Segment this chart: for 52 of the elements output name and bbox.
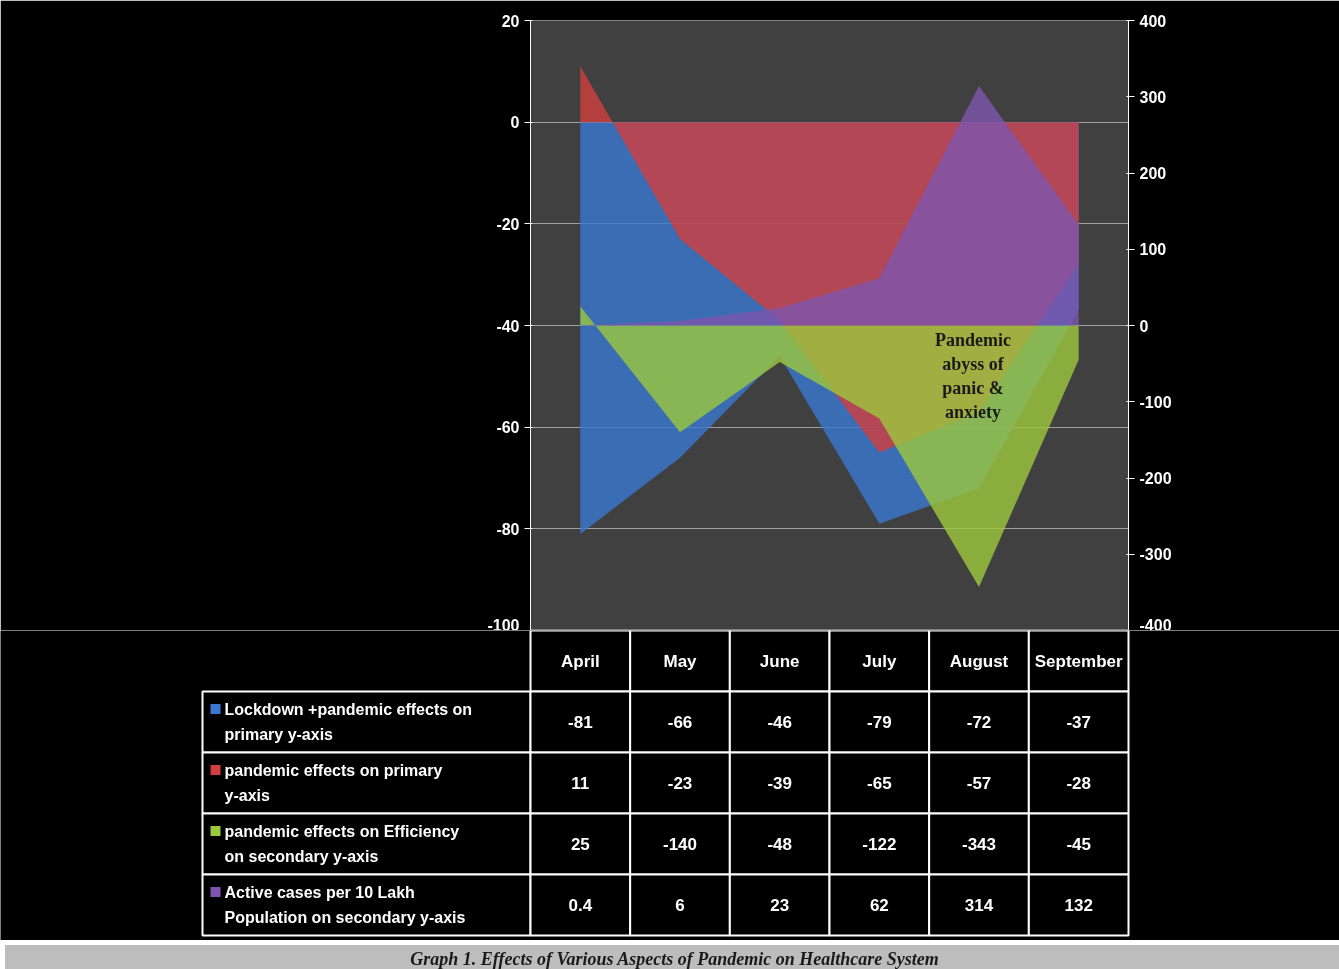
annotation: Pandemic abyss of panic & anxiety	[935, 330, 1012, 423]
data-label: 23	[770, 896, 790, 915]
y-tick-label: 20	[501, 12, 520, 30]
y2-tick-label: 200	[1139, 165, 1167, 182]
data-label: -48	[767, 835, 792, 854]
legend-label: pandemic effects on primary y-axis	[224, 761, 443, 805]
data-label: -79	[867, 713, 892, 732]
x-tick-label: April	[560, 651, 600, 671]
y-tick-label: -100	[487, 616, 520, 634]
data-label: -140	[662, 835, 698, 854]
data-label: -39	[767, 774, 792, 793]
y2-tick-label: 0	[1139, 317, 1149, 335]
y2-tick-label: -400	[1139, 616, 1172, 634]
data-label: -122	[862, 835, 897, 854]
x-tick-label: September	[1034, 651, 1123, 671]
data-label: -343	[961, 835, 997, 854]
y-tick-label: -40	[496, 317, 520, 335]
y2-tick-label: -300	[1139, 546, 1172, 564]
legend-label: Lockdown +pandemic effects on primary y-axis	[224, 700, 473, 744]
data-label: 25	[570, 835, 590, 854]
data-label: -23	[667, 774, 693, 793]
y-tick-label: -60	[496, 419, 520, 437]
data-label: -37	[1066, 713, 1091, 732]
data-label: -65	[867, 774, 892, 793]
legend-label: pandemic effects on Efficiency on secondary y-axis	[224, 822, 460, 866]
data-label: 62	[869, 896, 889, 915]
x-tick-label: May	[663, 651, 698, 671]
data-label: 314	[964, 896, 994, 915]
y2-tick-label: -200	[1139, 470, 1172, 487]
x-tick-label: July	[862, 651, 897, 671]
data-label: -72	[966, 713, 992, 732]
data-label: -66	[667, 713, 693, 732]
y-tick-label: -80	[496, 520, 520, 538]
caption: Graph 1. Effects of Various Aspects of Pandemic on Healthcare System	[410, 948, 939, 969]
data-label: -81	[568, 713, 593, 732]
y2-tick-label: 100	[1139, 241, 1167, 259]
y2-tick-label: 400	[1139, 12, 1167, 30]
y-tick-label: -20	[496, 215, 520, 233]
data-label: 11	[571, 774, 590, 793]
y2-tick-label: 300	[1139, 88, 1167, 106]
data-label: -46	[767, 713, 792, 732]
data-label: -45	[1066, 835, 1091, 854]
x-tick-label: August	[949, 651, 1009, 671]
data-label: 132	[1064, 896, 1093, 915]
data-label: -28	[1066, 774, 1091, 793]
y-tick-label: 0	[510, 114, 520, 132]
y2-tick-label: -100	[1139, 393, 1172, 411]
legend-label: Active cases per 10 Lakh Population on secondary y-axis	[224, 883, 466, 927]
data-label: 0.4	[568, 896, 593, 915]
data-label: 6	[675, 896, 685, 915]
data-label: -57	[966, 774, 992, 793]
x-tick-label: June	[759, 651, 800, 671]
